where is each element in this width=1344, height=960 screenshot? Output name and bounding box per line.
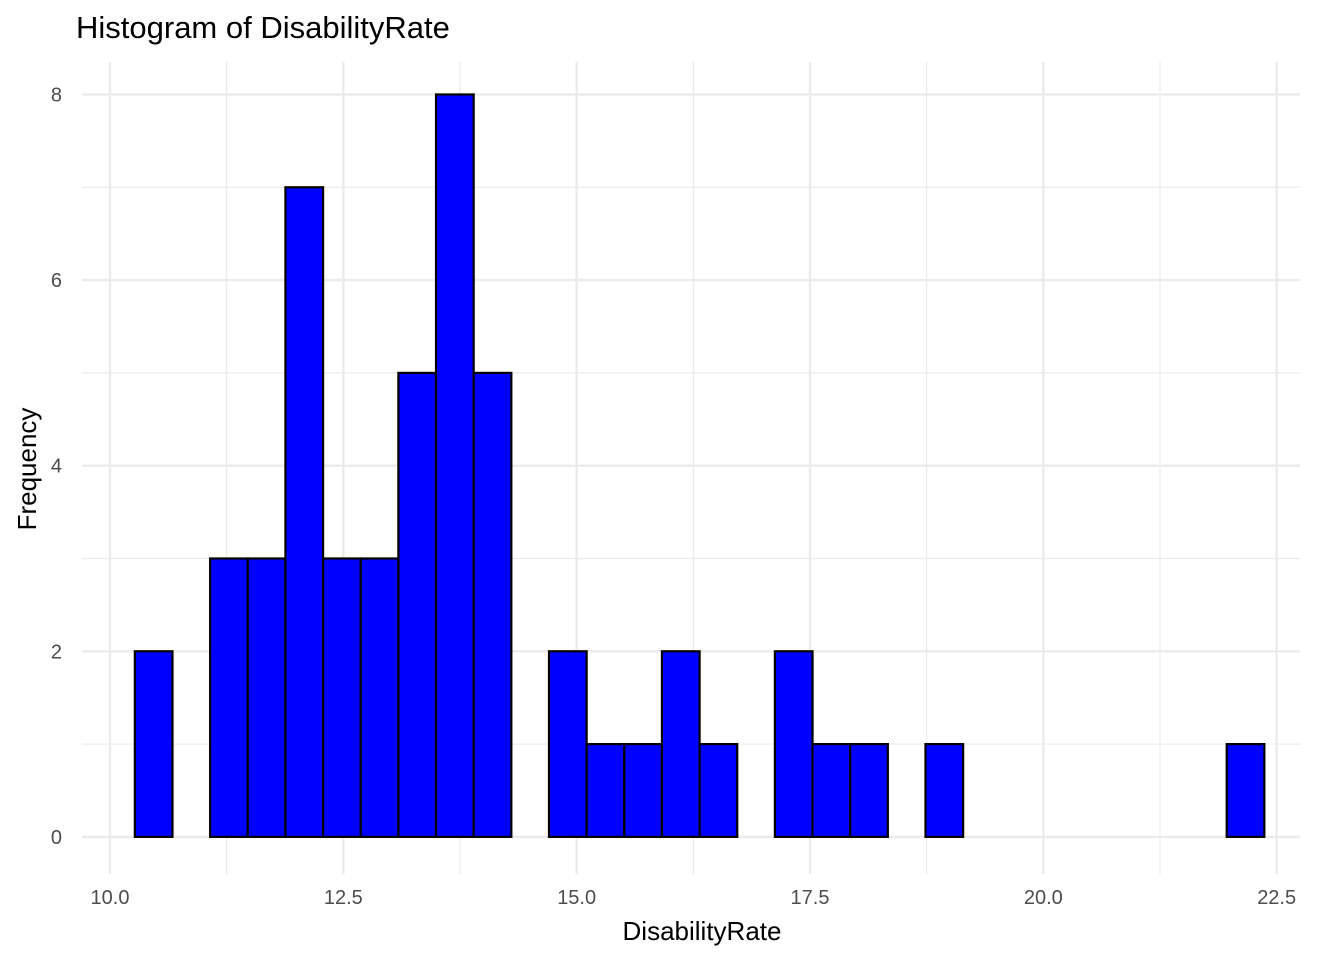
y-axis-tick-labels: 0 2 4 6 8 [51, 84, 62, 848]
x-tick-label: 12.5 [324, 887, 363, 909]
histogram-bar [321, 557, 362, 838]
histogram-bar [246, 557, 287, 838]
histogram-bar [209, 557, 249, 838]
histogram-bar [397, 371, 438, 838]
histogram-bar [698, 742, 739, 838]
histogram-bar [434, 93, 475, 838]
y-tick-label: 4 [51, 456, 62, 478]
x-tick-label: 22.5 [1257, 887, 1296, 909]
histogram-bars [133, 93, 1266, 838]
chart-title: Histogram of DisabilityRate [76, 10, 450, 45]
x-tick-label: 20.0 [1024, 887, 1063, 909]
y-tick-label: 8 [51, 84, 62, 106]
histogram-bar [133, 650, 174, 838]
histogram-bar [773, 650, 814, 838]
histogram-bar [1225, 742, 1266, 838]
histogram-bar [924, 742, 965, 838]
histogram-bar [472, 371, 513, 838]
y-axis-title: Frequency [12, 408, 42, 531]
x-tick-label: 15.0 [557, 887, 596, 909]
x-tick-label: 17.5 [791, 887, 830, 909]
x-axis-tick-labels: 10.0 12.5 15.0 17.5 20.0 22.5 [91, 887, 1297, 909]
histogram-bar [359, 557, 400, 838]
x-tick-label: 10.0 [91, 887, 130, 909]
histogram-bar [547, 650, 588, 838]
histogram-bar [585, 742, 626, 838]
histogram-bar [284, 186, 325, 838]
histogram-bar [811, 742, 852, 838]
y-tick-label: 0 [51, 827, 62, 849]
histogram-bar [849, 742, 889, 838]
y-tick-label: 2 [51, 641, 62, 663]
y-tick-label: 6 [51, 270, 62, 292]
histogram-bar [623, 742, 664, 838]
x-axis-title: DisabilityRate [623, 916, 782, 946]
histogram-bar [660, 650, 701, 838]
